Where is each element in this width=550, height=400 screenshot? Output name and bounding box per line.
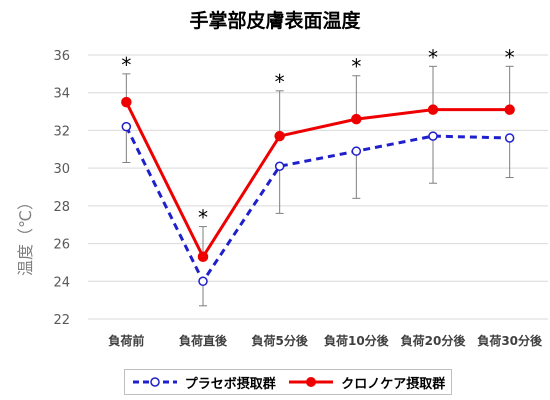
significance-marker-5: * <box>505 45 515 69</box>
series-line-1 <box>124 101 510 260</box>
data-point-s1-1 <box>197 251 209 263</box>
y-tick-label-5: 32 <box>53 124 70 139</box>
data-point-s0-5 <box>504 133 515 143</box>
y-tick-label-3: 28 <box>53 200 70 215</box>
legend-item-chronocare: クロノケア摂取群 <box>287 373 445 392</box>
legend-label-chronocare: クロノケア摂取群 <box>341 376 446 392</box>
legend-label-placebo: プラセボ摂取群 <box>184 376 276 392</box>
significance-marker-1: * <box>198 206 208 230</box>
data-point-s1-3 <box>351 113 362 125</box>
y-tick-label-7: 36 <box>53 49 70 64</box>
significance-marker-3: * <box>351 55 361 79</box>
y-tick-label-1: 24 <box>53 275 70 290</box>
y-tick-label-4: 30 <box>53 162 70 177</box>
x-tick-label-0: 負荷前 <box>108 333 144 348</box>
x-tick-label-4: 負荷20分後 <box>401 333 467 348</box>
x-tick-label-2: 負荷5分後 <box>251 333 308 348</box>
chart-title: 手掌部皮膚表面温度 <box>189 10 361 32</box>
data-point-s0-4 <box>428 131 438 141</box>
series-line-0 <box>124 125 510 285</box>
legend-swatch-placebo <box>132 377 177 387</box>
y-tick-label-6: 34 <box>53 87 70 102</box>
data-point-s0-2 <box>274 161 285 172</box>
y-tick-label-2: 26 <box>53 238 70 253</box>
x-tick-label-5: 負荷30分後 <box>477 333 543 348</box>
y-tick-label-0: 22 <box>53 313 70 328</box>
x-tick-label-1: 負荷直後 <box>179 333 228 348</box>
legend-item-placebo: プラセボ摂取群 <box>131 373 276 392</box>
data-point-s1-2 <box>274 130 285 142</box>
data-point-s0-1 <box>198 276 208 287</box>
data-point-s1-5 <box>504 104 515 115</box>
significance-marker-0: * <box>121 53 131 77</box>
significance-marker-2: * <box>275 70 285 94</box>
legend-swatch-chronocare <box>289 377 334 387</box>
x-tick-label-3: 負荷10分後 <box>324 333 390 348</box>
data-point-s1-0 <box>121 96 132 108</box>
significance-marker-4: * <box>428 45 438 69</box>
data-point-s0-3 <box>351 146 362 156</box>
legend: プラセボ摂取群 クロノケア摂取群 <box>124 369 452 395</box>
data-point-s1-4 <box>427 104 439 115</box>
data-point-s0-0 <box>121 121 132 132</box>
